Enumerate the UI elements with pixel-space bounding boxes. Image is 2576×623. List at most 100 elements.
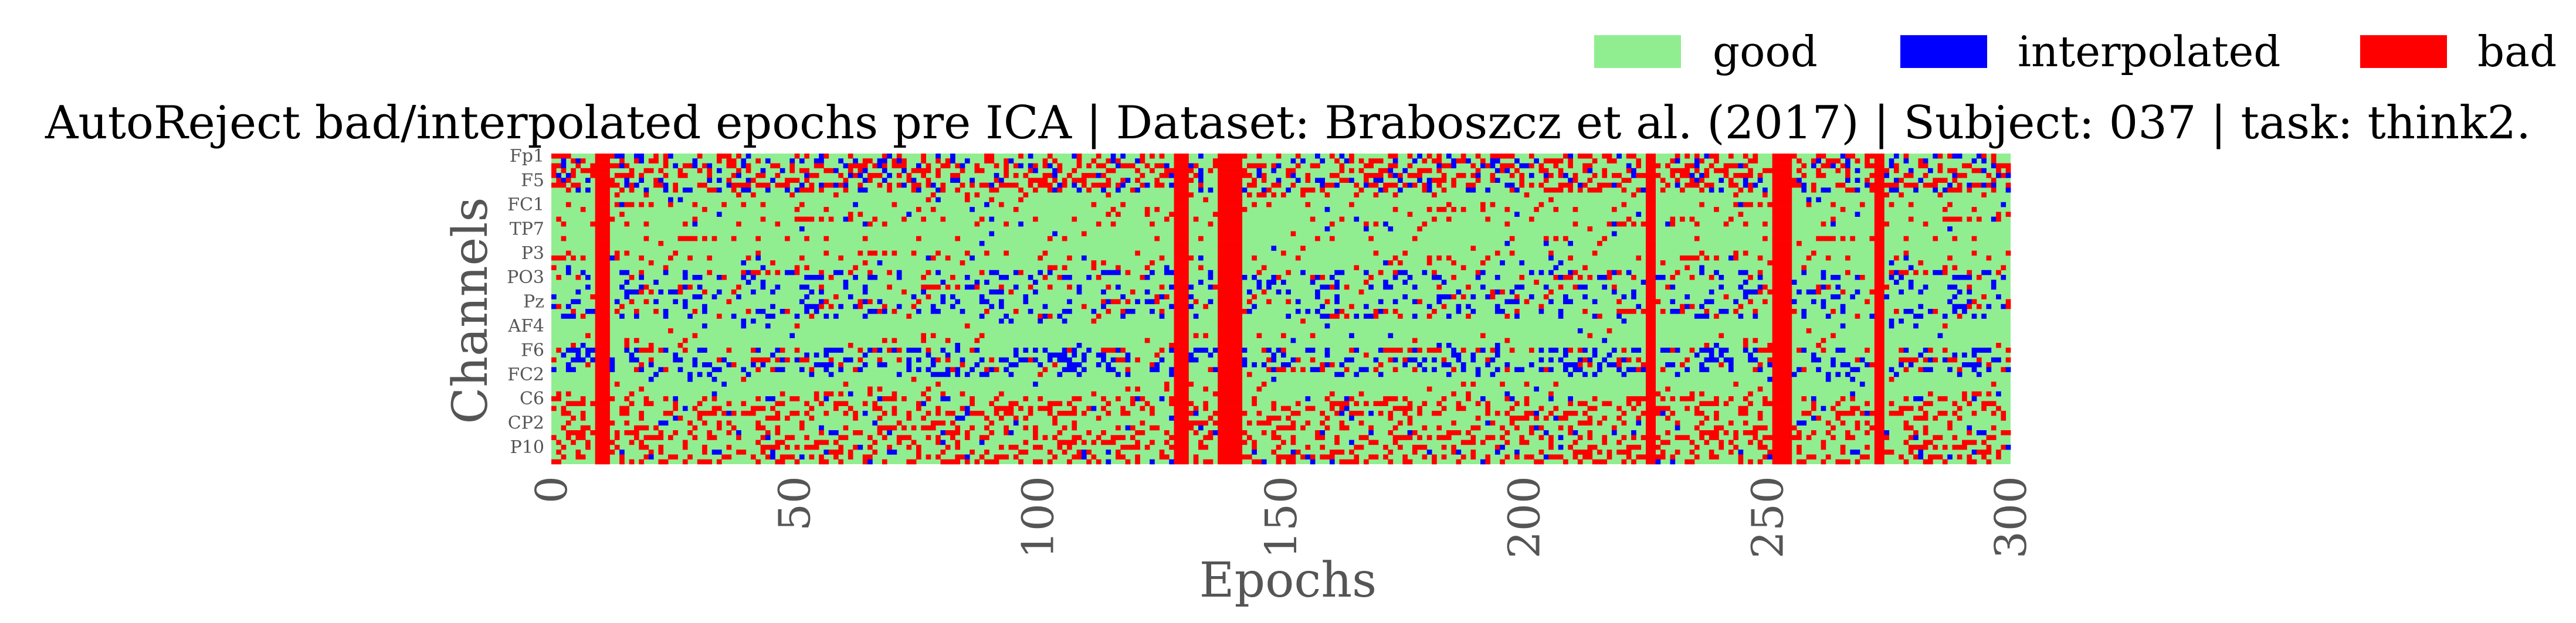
heatmap-cell-interpolated	[1582, 348, 1588, 353]
heatmap-cell-bad	[1018, 459, 1023, 465]
heatmap-cell-interpolated	[867, 348, 873, 353]
heatmap-cell-bad	[1636, 454, 1666, 460]
heatmap-cell-bad	[1033, 216, 1038, 222]
heatmap-cell-bad	[595, 207, 610, 212]
heatmap-cell-interpolated	[814, 158, 824, 164]
heatmap-cell-bad	[561, 168, 567, 173]
heatmap-cell-bad	[1033, 425, 1038, 431]
heatmap-cell-bad	[1460, 265, 1466, 271]
heatmap-cell-bad	[1174, 192, 1194, 198]
heatmap-cell-interpolated	[1101, 270, 1121, 275]
heatmap-cell-bad	[1295, 154, 1301, 159]
heatmap-cell-bad	[1694, 444, 1700, 450]
heatmap-cell-bad	[882, 459, 887, 465]
heatmap-cell-bad	[736, 450, 747, 455]
heatmap-cell-bad	[1174, 207, 1189, 212]
heatmap-cell-bad	[1865, 299, 1870, 305]
heatmap-cell-interpolated	[1675, 425, 1680, 431]
heatmap-cell-bad	[1835, 459, 1850, 465]
heatmap-cell-interpolated	[1480, 270, 1486, 275]
heatmap-cell-interpolated	[1636, 212, 1642, 217]
heatmap-cell-bad	[1218, 348, 1243, 353]
heatmap-cell-bad	[1072, 406, 1077, 411]
heatmap-cell-bad	[1967, 454, 1972, 460]
heatmap-cell-bad	[1038, 255, 1043, 261]
heatmap-cell-bad	[1436, 168, 1442, 173]
heatmap-cell-bad	[711, 236, 717, 241]
heatmap-cell-bad	[1460, 382, 1466, 387]
heatmap-cell-interpolated	[741, 158, 747, 164]
heatmap-cell-bad	[1942, 444, 1948, 450]
heatmap-cell-interpolated	[843, 284, 849, 290]
heatmap-cell-bad	[1874, 226, 1884, 232]
heatmap-cell-bad	[1412, 444, 1428, 450]
heatmap-cell-bad	[1772, 328, 1792, 333]
heatmap-cell-interpolated	[1801, 348, 1807, 353]
heatmap-cell-bad	[551, 265, 557, 271]
heatmap-cell-interpolated	[1753, 182, 1758, 188]
heatmap-cell-bad	[1646, 376, 1656, 382]
heatmap-cell-bad	[1018, 406, 1023, 411]
heatmap-cell-interpolated	[1865, 362, 1870, 367]
heatmap-cell-bad	[979, 270, 985, 275]
heatmap-cell-bad	[1480, 207, 1486, 212]
heatmap-cell-bad	[1451, 444, 1456, 450]
heatmap-cell-bad	[1266, 416, 1282, 421]
heatmap-cell-bad	[896, 182, 902, 188]
heatmap-cell-interpolated	[585, 309, 596, 314]
heatmap-cell-bad	[1509, 416, 1530, 421]
heatmap-cell-bad	[779, 391, 785, 397]
heatmap-cell-bad	[1432, 216, 1437, 222]
heatmap-cell-interpolated	[745, 280, 751, 285]
heatmap-cell-interpolated	[1893, 372, 1899, 377]
heatmap-cell-bad	[1840, 450, 1846, 455]
heatmap-cell-bad	[1714, 314, 1719, 319]
heatmap-cell-interpolated	[1831, 163, 1836, 169]
heatmap-cell-bad	[1475, 416, 1481, 421]
heatmap-cell-bad	[648, 158, 659, 164]
heatmap-cell-bad	[1524, 410, 1534, 416]
heatmap-cell-bad	[692, 406, 698, 411]
heatmap-cell-bad	[1548, 391, 1554, 397]
heatmap-cell-bad	[687, 430, 693, 435]
heatmap-cell-interpolated	[1446, 342, 1452, 348]
heatmap-cell-bad	[1933, 309, 1938, 314]
heatmap-cell-bad	[926, 197, 931, 203]
heatmap-cell-bad	[926, 270, 931, 275]
heatmap-cell-interpolated	[1996, 391, 2001, 397]
heatmap-cell-interpolated	[1957, 372, 1962, 377]
heatmap-cell-bad	[1689, 275, 1695, 280]
heatmap-cell-interpolated	[1937, 333, 1943, 338]
heatmap-cell-bad	[1392, 435, 1413, 440]
heatmap-cell-bad	[1636, 187, 1642, 193]
heatmap-cell-bad	[1680, 362, 1685, 367]
heatmap-cell-interpolated	[1504, 391, 1510, 397]
heatmap-cell-bad	[1018, 187, 1023, 193]
heatmap-cell-bad	[1874, 231, 1884, 237]
heatmap-cell-interpolated	[1889, 367, 1894, 372]
heatmap-cell-bad	[887, 187, 892, 193]
heatmap-cell-bad	[1743, 396, 1748, 401]
heatmap-cell-bad	[1719, 440, 1724, 445]
heatmap-cell-interpolated	[1373, 357, 1379, 363]
heatmap-cell-interpolated	[819, 182, 824, 188]
heatmap-cell-bad	[1889, 202, 1894, 207]
heatmap-cell-interpolated	[1986, 367, 1992, 372]
heatmap-cell-bad	[571, 416, 576, 421]
heatmap-cell-bad	[1801, 396, 1807, 401]
heatmap-cell-bad	[1762, 454, 1768, 460]
heatmap-cell-bad	[921, 275, 926, 280]
heatmap-cell-bad	[1096, 314, 1101, 319]
heatmap-cell-bad	[1116, 158, 1121, 164]
heatmap-cell-bad	[1256, 192, 1267, 198]
heatmap-cell-interpolated	[906, 212, 912, 217]
heatmap-cell-interpolated	[633, 182, 639, 188]
heatmap-cell-bad	[1096, 163, 1106, 169]
heatmap-cell-bad	[1865, 178, 1870, 183]
heatmap-cell-bad	[1772, 241, 1792, 246]
heatmap-cell-bad	[551, 154, 571, 159]
heatmap-cell-bad	[1543, 158, 1564, 164]
heatmap-cell-bad	[1004, 163, 1009, 169]
heatmap-cell-bad	[682, 163, 693, 169]
heatmap-cell-bad	[1991, 187, 1997, 193]
